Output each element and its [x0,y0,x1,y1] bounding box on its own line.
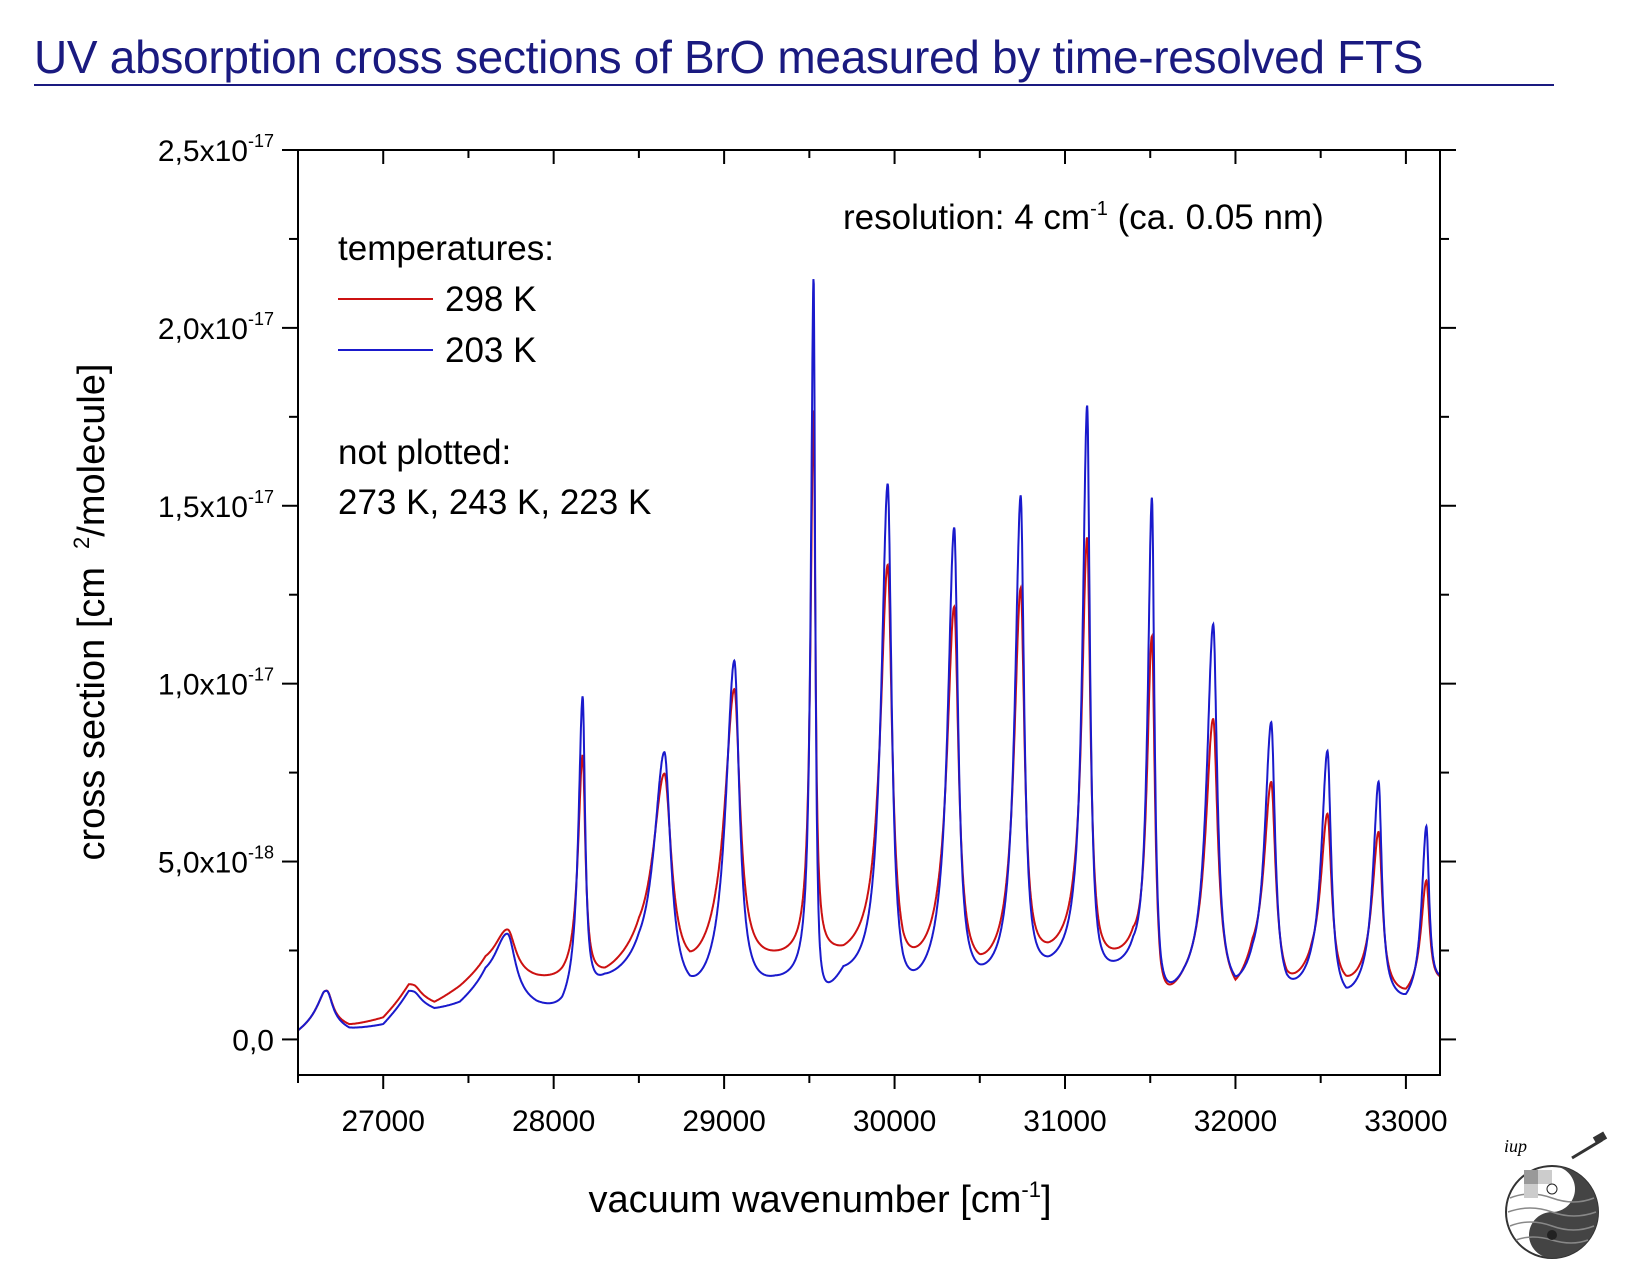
logo-globe [1505,1131,1608,1259]
x-tick-label: 30000 [853,1105,936,1138]
x-tick-labels: 27000 28000 29000 30000 31000 32000 33000 [342,1105,1448,1138]
x-tick-label: 28000 [512,1105,595,1138]
not-plotted-values: 273 K, 243 K, 223 K [338,483,651,522]
x-axis-label: vacuum wavenumber [cm-1] [588,1177,1051,1221]
not-plotted-title: not plotted: [338,433,511,472]
x-axis-label-end: ] [1041,1179,1052,1221]
y-tick-label: 2,0x10-17 [158,309,274,346]
resolution-annotation: resolution: 4 cm-1 (ca. 0.05 nm) [843,198,1324,237]
x-tick-label: 31000 [1023,1105,1106,1138]
ticks-layer [282,149,1456,1089]
iup-globe-logo: iup [1504,1131,1608,1259]
slide-title: UV absorption cross sections of BrO meas… [34,31,1424,83]
resolution-prefix: resolution: 4 cm [843,198,1090,237]
legend-label-298k: 298 K [445,280,536,319]
x-axis-label-text: vacuum wavenumber [cm [588,1179,1021,1221]
y-tick-label: 5,0x10-18 [158,843,274,880]
legend-title: temperatures: [338,229,554,268]
series-layer [298,279,1440,1032]
resolution-suffix: (ca. 0.05 nm) [1108,198,1324,237]
x-tick-label: 29000 [682,1105,765,1138]
y-tick-label: 2,5x10-17 [158,131,274,168]
legend-label-203k: 203 K [445,331,536,370]
y-tick-label: 0,0 [232,1024,274,1057]
x-axis-label-sup: -1 [1021,1177,1041,1202]
y-tick-label: 1,5x10-17 [158,487,274,524]
y-tick-label: 1,0x10-17 [158,665,274,702]
y-tick-labels: 0,0 5,0x10-18 1,0x10-17 1,5x10-17 2,0x10-17 2… [158,131,274,1057]
plot-frame [297,149,1441,1076]
x-tick-label: 33000 [1364,1105,1447,1138]
series-line-203k [298,279,1440,1032]
legend: temperatures: 298 K 203 K [338,229,554,370]
x-tick-label: 27000 [342,1105,425,1138]
y-axis-label-sup: 2 [69,537,94,549]
resolution-sup: -1 [1090,198,1108,220]
series-line-298k [298,410,1440,1032]
y-axis-label-text: cross section [cm [71,567,113,861]
y-axis-label: cross section [cm 2/molecule] [69,364,113,861]
y-axis-label-end: /molecule] [71,364,113,537]
title-underline [34,84,1554,86]
x-tick-label: 32000 [1194,1105,1277,1138]
logo-text: iup [1504,1136,1527,1156]
